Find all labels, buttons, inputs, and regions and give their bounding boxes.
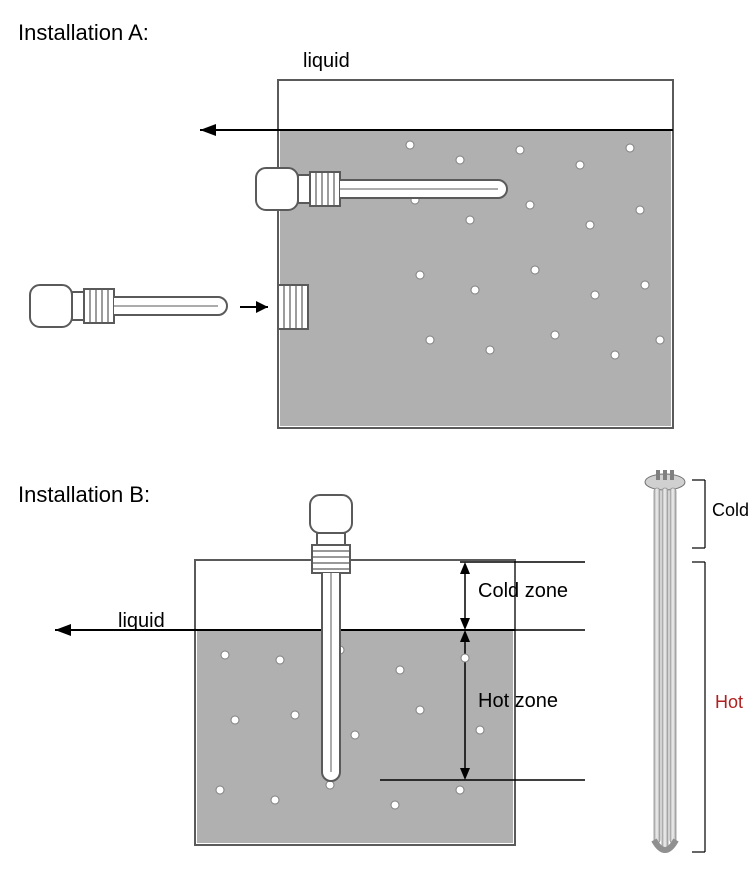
photo-cold-label: Cold bbox=[712, 500, 749, 521]
hot-zone-label: Hot zone bbox=[478, 690, 558, 713]
installation-a-svg bbox=[0, 60, 753, 440]
heater-socket-a bbox=[240, 285, 308, 329]
installation-a-title: Installation A: bbox=[18, 20, 149, 46]
installation-a-diagram bbox=[0, 60, 753, 440]
installation-b-liquid-label: liquid bbox=[118, 610, 165, 633]
installation-b-diagram bbox=[0, 470, 753, 872]
installation-a-liquid-label: liquid bbox=[303, 50, 350, 73]
installation-b-svg bbox=[0, 470, 753, 872]
photo-hot-label: Hot bbox=[715, 692, 743, 713]
heater-detached-a bbox=[30, 285, 227, 327]
cold-zone-label: Cold zone bbox=[478, 580, 568, 603]
heater-photo bbox=[645, 470, 705, 852]
